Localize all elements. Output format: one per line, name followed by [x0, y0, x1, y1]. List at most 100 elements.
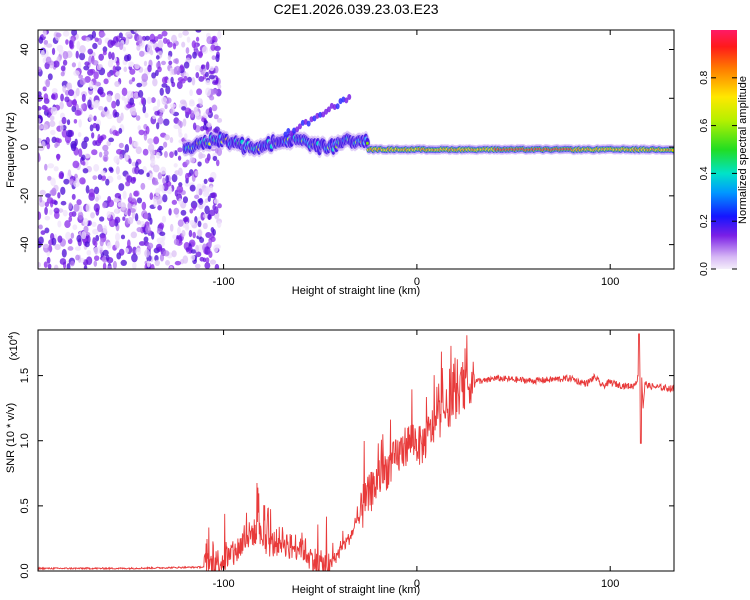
spectrogram-noise-cell [188, 100, 195, 107]
spectrogram-noise-cell [146, 172, 150, 178]
spectrogram-noise-cell [85, 37, 91, 42]
spectrogram-noise-cell [82, 217, 89, 226]
spectrogram-noise-cell [158, 222, 165, 230]
spectrogram-noise-cell [91, 30, 97, 39]
spectrogram-noise-cell [169, 151, 174, 158]
spectrogram-noise-cell [65, 231, 71, 241]
spectrogram-noise-cell [174, 260, 182, 266]
spectrogram-noise-cell [66, 129, 73, 138]
secondary-trace-cell [297, 123, 302, 130]
spectrogram-noise-cell [79, 77, 86, 86]
spectrogram-noise-cell [112, 65, 117, 74]
spectrogram-noise-cell [71, 30, 78, 36]
snr-y-tick-label: 1.0 [19, 433, 31, 448]
spectrogram-noise-cell [161, 96, 168, 104]
spectrogram-noise-cell [49, 209, 53, 215]
spectrogram-noise-cell [60, 93, 64, 102]
spectrogram-noise-cell [173, 163, 178, 168]
spectrogram-noise-cell [156, 122, 160, 130]
spectrogram-noise-cell [60, 71, 65, 77]
spectrogram-noise-cell [109, 167, 114, 173]
spectrogram-noise-cell [120, 112, 124, 121]
spectrogram-noise-cell [192, 122, 197, 131]
snr-y-tick-label: 0.0 [19, 563, 31, 578]
spectrogram-noise-cell [214, 65, 219, 74]
spectrogram-noise-cell [121, 87, 128, 97]
spectrogram-noise-cell [59, 101, 64, 110]
spectrogram-noise-cell [112, 260, 117, 269]
spectrogram-noise-cell [91, 132, 95, 139]
spectrogram-noise-cell [189, 157, 196, 164]
spectrogram-noise-cell [182, 196, 189, 204]
spectrogram-noise-cell [38, 106, 42, 111]
spectrogram-noise-cell [114, 216, 121, 224]
spectrogram-noise-cell [38, 36, 44, 44]
spectrogram-noise-cell [138, 241, 146, 246]
spectrogram-noise-cell [122, 46, 127, 52]
spectrogram-frame [37, 29, 675, 270]
spectrogram-noise-cell [171, 250, 177, 258]
spectrogram-noise-cell [95, 234, 100, 242]
spectrogram-noise-cell [107, 59, 114, 68]
spectrogram-noise-cell [98, 53, 104, 61]
spectrogram-noise-cell [172, 234, 177, 239]
spectrogram-noise-cell [155, 151, 161, 159]
spectrogram-noise-cell [155, 243, 163, 252]
spectrogram-noise-cell [76, 40, 81, 50]
spectrogram-noise-cell [213, 198, 220, 204]
spectrogram-noise-cell [152, 164, 160, 173]
spectrogram-y-tick-label: 0 [19, 144, 31, 150]
spectrogram-noise-cell [70, 232, 75, 239]
spectrogram-noise-cell [105, 178, 110, 186]
spectrogram-noise-cell [120, 234, 126, 240]
spectrogram-noise-cell [170, 106, 175, 115]
spectrogram-noise-cell [73, 203, 80, 212]
spectrogram-noise-cell [75, 254, 80, 261]
spectrogram-noise-cell [196, 187, 200, 196]
spectrogram-noise-cell [39, 196, 43, 203]
spectrogram-noise-cell [155, 55, 160, 60]
spectrogram-noise-cell [150, 263, 155, 269]
spectrogram-noise-cell [162, 177, 166, 184]
spectrogram-noise-cell [103, 225, 108, 234]
spectrogram-noise-cell [44, 206, 48, 216]
spectrogram-noise-cell [134, 213, 139, 222]
spectrogram-noise-cell [44, 215, 51, 221]
spectrogram-noise-cell [163, 118, 170, 126]
spectrogram-noise-cell [138, 169, 145, 175]
spectrogram-noise-cell [149, 149, 156, 156]
spectrogram-noise-cell [153, 198, 158, 208]
secondary-trace-cell [289, 130, 294, 137]
snr-frame [37, 329, 675, 572]
spectrogram-noise-cell [112, 129, 118, 136]
spectrogram-noise-cell [46, 256, 51, 264]
spectrogram-noise-cell [122, 190, 127, 200]
spectrogram-noise-cell [114, 208, 119, 214]
spectrogram-noise-cell [179, 120, 183, 128]
spectrogram-noise-cell [153, 136, 160, 145]
spectrogram-noise-cell [202, 213, 209, 219]
snr-x-ticks: -100 0 100 [213, 330, 619, 590]
spectrogram-noise-cell [208, 177, 214, 183]
spectrogram-noise-cell [71, 62, 77, 68]
spectrogram-noise-cell [130, 231, 138, 239]
spectrogram-noise-cell [174, 150, 178, 157]
spectrogram-noise-cell [135, 247, 142, 256]
spectrogram-noise-cell [46, 197, 54, 204]
spectrogram-noise-cell [146, 44, 153, 54]
spectrogram-noise-cell [62, 30, 70, 37]
secondary-trace-cell [318, 111, 323, 118]
spectrogram-noise-cell [43, 261, 48, 269]
spectrogram-noise-cell [98, 105, 104, 111]
spectrogram-noise-cell [53, 207, 60, 214]
spectrogram-noise-cell [136, 82, 143, 88]
spectrogram-noise-cell [55, 32, 62, 38]
spectrogram-noise-cell [202, 257, 207, 263]
spectrogram-noise-cell [140, 220, 145, 228]
spectrogram-noise-cell [136, 220, 141, 225]
spectrogram-y-tick-label: -40 [19, 237, 31, 253]
spectrogram-noise-cell [124, 98, 128, 106]
spectrogram-noise-cell [38, 118, 41, 124]
spectrogram-noise-cell [116, 175, 122, 180]
spectrogram-noise-cell [152, 180, 159, 186]
